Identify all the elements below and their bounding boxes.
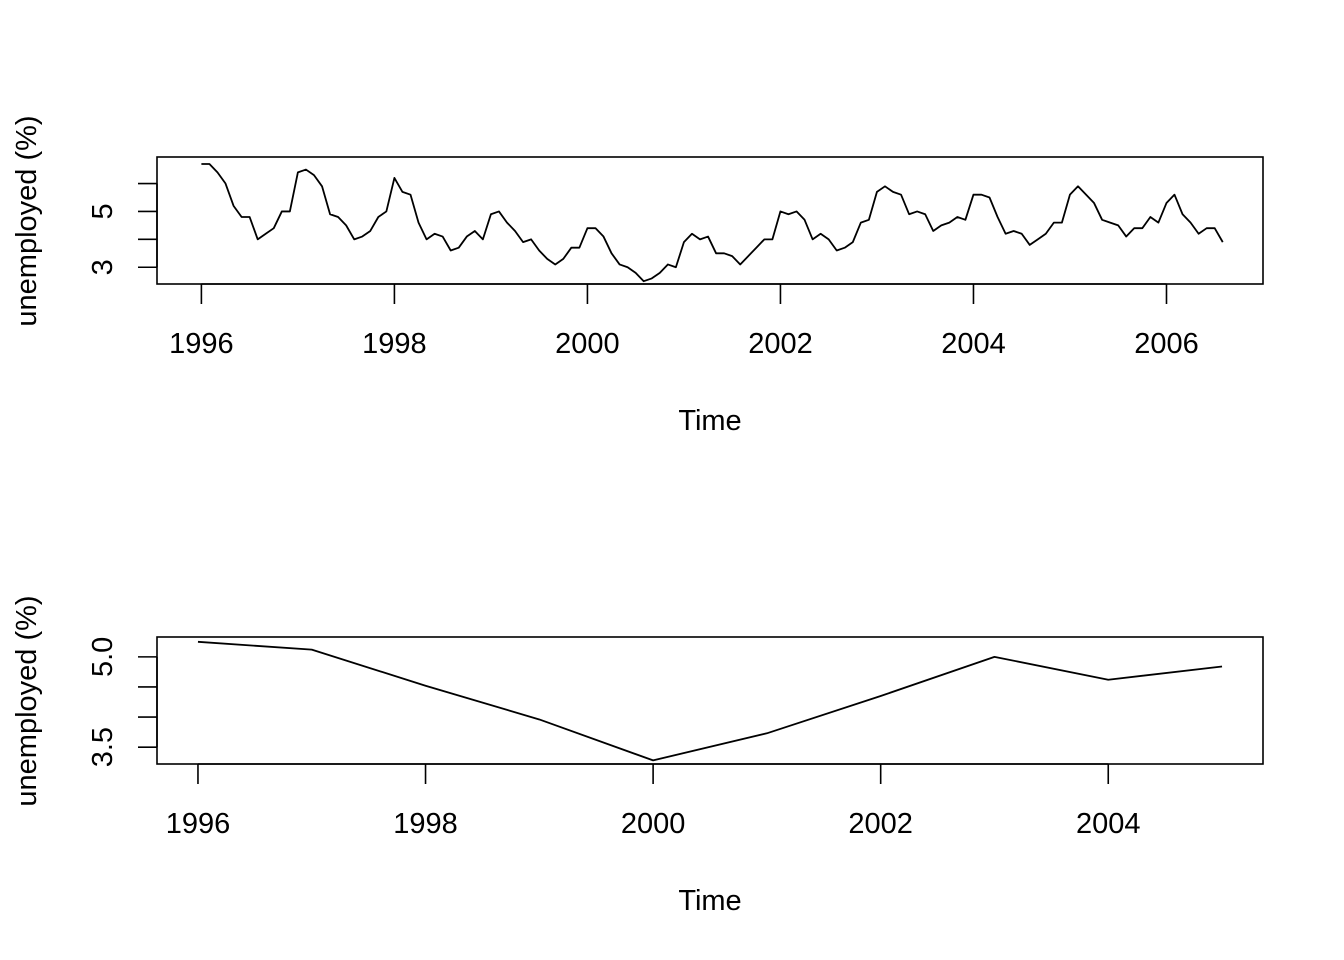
bottom-y-tick-label-0: 3.5 xyxy=(87,727,119,767)
bottom-y-axis-label: unemployed (%) xyxy=(11,595,43,806)
top-y-axis: 35 xyxy=(87,182,158,275)
top-x-tick-label-1998: 1998 xyxy=(362,328,427,360)
top-x-tick-label-2006: 2006 xyxy=(1134,328,1199,360)
bottom-x-axis: 1996 1998 2000 2002 2004 xyxy=(166,763,1141,840)
bottom-x-tick-label-1996: 1996 xyxy=(166,808,231,840)
bottom-plot-frame xyxy=(156,636,1264,765)
top-y-tick-label-2: 5 xyxy=(87,203,119,219)
bottom-x-tick-label-2000: 2000 xyxy=(621,808,686,840)
top-x-tick-label-2000: 2000 xyxy=(555,328,620,360)
top-x-axis-label: Time xyxy=(678,405,741,437)
top-y-tick-label-0: 3 xyxy=(87,259,119,275)
top-x-tick-label-2004: 2004 xyxy=(941,328,1006,360)
top-x-tick-label-1996: 1996 xyxy=(169,328,234,360)
bottom-series-line xyxy=(197,640,1223,762)
top-y-axis-label: unemployed (%) xyxy=(11,115,43,326)
bottom-y-tick-label-3: 5.0 xyxy=(87,637,119,677)
top-series-line xyxy=(201,163,1224,283)
bottom-x-tick-label-2002: 2002 xyxy=(848,808,913,840)
top-plot-frame xyxy=(156,156,1264,285)
bottom-y-axis: 3.5 5.0 xyxy=(87,637,158,767)
top-panel: 1996 1998 2000 2002 2004 2006 35 Time unemplo… xyxy=(11,115,1264,437)
bottom-x-tick-label-1998: 1998 xyxy=(393,808,458,840)
top-x-axis: 1996 1998 2000 2002 2004 2006 xyxy=(169,283,1199,360)
bottom-panel: 1996 1998 2000 2002 2004 3.5 5.0 Time unemplo… xyxy=(11,595,1264,917)
top-x-tick-label-2002: 2002 xyxy=(748,328,813,360)
bottom-x-tick-label-2004: 2004 xyxy=(1076,808,1141,840)
bottom-x-axis-label: Time xyxy=(678,885,741,917)
